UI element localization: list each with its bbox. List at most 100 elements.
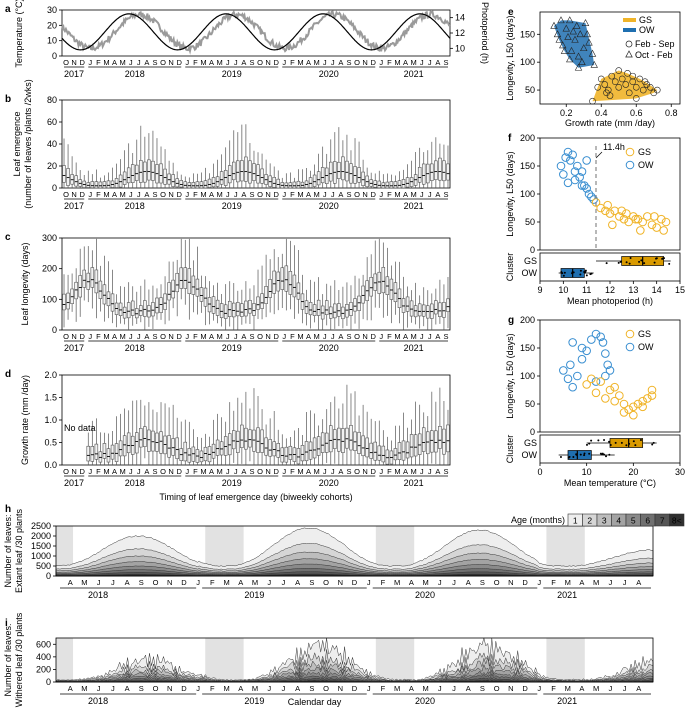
panel-i-month-label: A	[125, 684, 130, 693]
panel-i-month-label: J	[367, 684, 371, 693]
panel-h-month-label: S	[309, 578, 314, 587]
panel-c-box	[345, 304, 349, 318]
panel-b-month-label: S	[249, 190, 254, 199]
panel-d-month-label: D	[79, 467, 85, 476]
panel-c-month-label: M	[120, 332, 126, 341]
panel-b-box	[219, 171, 224, 185]
panel-g-gs-point	[605, 385, 615, 395]
panel-f-cluster-point	[653, 261, 656, 264]
panel-g-gs-point	[638, 396, 647, 406]
panel-g-yaxis-ticklabel: 50	[525, 399, 535, 409]
panel-b-month-label: J	[226, 190, 230, 199]
panel-g-gs-point	[591, 388, 601, 398]
panel-e-yaxis-ticklabel: 150	[520, 29, 535, 39]
panel-d-box	[171, 438, 175, 456]
panel-f-cluster-point	[619, 260, 622, 263]
panel-f-ow-point	[582, 184, 591, 193]
panel-c-month-label: M	[103, 332, 109, 341]
gs-point	[611, 78, 619, 85]
panel-i-month-label: F	[381, 684, 386, 693]
panel-d-box	[369, 442, 373, 459]
panel-g-ow-point	[568, 338, 577, 347]
panel-h-month-label: J	[196, 578, 200, 587]
panel-d-box	[353, 431, 357, 451]
panel-c-box	[240, 303, 244, 317]
panel-d-yaxis-ticklabel: 2.0	[44, 370, 57, 380]
panel-g-gs-point	[647, 391, 657, 400]
panel-c-month-label: J	[323, 332, 327, 341]
panel-b-year-label: 2017	[64, 201, 84, 211]
panel-f-cluster-point	[628, 262, 631, 265]
panel-d-box	[349, 425, 353, 451]
panel-g-ow-point	[596, 332, 605, 342]
panel-d-box	[345, 427, 349, 449]
panel-c-box	[203, 287, 208, 307]
panel-c-box	[215, 299, 220, 316]
panel-f-cluster-point	[590, 272, 593, 275]
panel-f-gs-point	[622, 209, 631, 218]
legend-gs-label: GS	[639, 15, 652, 25]
panel-c-box	[62, 293, 66, 311]
panel-g-yaxis-ticklabel: 150	[520, 343, 535, 353]
panel-i-ylabel-line2: Withered leaf /30 plants	[14, 612, 24, 707]
panel-h-month-label: M	[81, 578, 87, 587]
age-legend-item-label: 3	[602, 516, 607, 526]
panel-c-box	[316, 299, 321, 316]
panel-f-gs-point	[659, 226, 668, 235]
panel-b-box	[130, 164, 135, 183]
panel-i-month-label: A	[409, 684, 414, 693]
panel-c-month-label: J	[234, 332, 238, 341]
gs-point	[603, 89, 610, 97]
panel-i-month-label: J	[438, 684, 442, 693]
panel-c-year-label: 2017	[64, 343, 84, 353]
panel-f-ow-point	[570, 175, 580, 185]
panel-i-month-label: J	[608, 684, 612, 693]
panel-f-cluster-point	[563, 271, 566, 274]
panel-f-xaxis-ticklabel: 12	[605, 285, 615, 295]
panel-d-month-label: A	[403, 467, 408, 476]
panel-i-month-label: D	[352, 684, 358, 693]
panel-c-year-label: 2019	[222, 343, 242, 353]
panel-d-month-label: M	[314, 467, 320, 476]
panel-c-month-label: J	[420, 332, 424, 341]
panel-g-ow-point	[563, 374, 573, 384]
panel-b-box	[337, 161, 341, 179]
panel-c-month-label: D	[370, 332, 376, 341]
panel-b-box	[94, 181, 99, 189]
panel-b-box	[135, 164, 139, 181]
panel-c-month-label: J	[331, 332, 335, 341]
ow-point	[564, 32, 572, 40]
panel-i-month-label: N	[508, 684, 513, 693]
panel-a-month-label: J	[226, 58, 230, 67]
panel-a-month-label: A	[144, 58, 149, 67]
panel-d-box	[199, 450, 204, 463]
panel-b-box	[320, 167, 325, 184]
panel-b-box	[345, 160, 349, 182]
panel-d-year-label: 2017	[64, 478, 84, 488]
panel-g-cluster-point	[568, 455, 571, 458]
panel-f-cluster-point	[584, 271, 587, 274]
panel-c-box	[292, 274, 297, 298]
panel-g-cluster-box	[609, 438, 644, 448]
panel-b-month-label: M	[217, 190, 223, 199]
panel-b-yaxis-ticklabel: 20	[47, 161, 57, 171]
panel-a-month-label: D	[370, 58, 376, 67]
panel-c-box	[389, 278, 394, 300]
panel-a-year-label: 2017	[64, 69, 84, 79]
panel-c-box	[256, 296, 260, 310]
panel-h-yaxis-ticklabel: 500	[36, 561, 51, 571]
panel-i-month-label: J	[282, 684, 286, 693]
panel-c-box	[163, 293, 167, 310]
panel-f-ow-point	[587, 192, 596, 202]
panel-c-box	[90, 267, 95, 288]
panel-b-month-label: O	[63, 190, 69, 199]
panel-b-box	[296, 180, 301, 189]
panel-c-ylabel: Leaf longevity (days)	[20, 242, 30, 325]
panel-b-month-label: F	[193, 190, 198, 199]
panel-c-month-label: N	[265, 332, 270, 341]
panel-i-winter-shade	[56, 638, 74, 682]
panel-c-box	[272, 270, 276, 294]
panel-c-month-label: J	[226, 332, 230, 341]
panel-d-month-label: A	[306, 467, 311, 476]
